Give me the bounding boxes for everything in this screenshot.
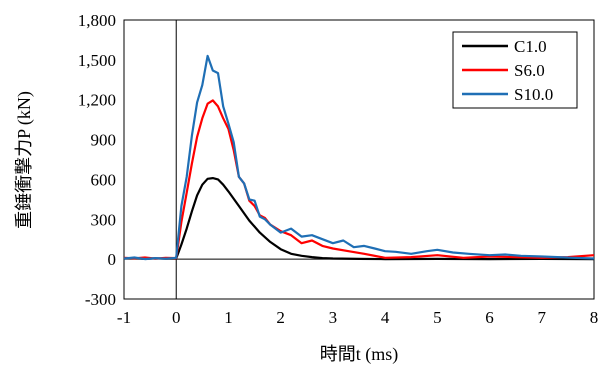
- x-axis-title: 時間t (ms): [320, 344, 399, 365]
- x-tick-label: 8: [590, 308, 599, 327]
- x-tick-label: 5: [433, 308, 442, 327]
- x-axis-ticks: -1 0 1 2 3 4 5 6 7 8: [117, 308, 598, 327]
- legend-label: S6.0: [514, 61, 545, 80]
- y-tick-label: 600: [91, 170, 117, 189]
- legend-items: C1.0 S6.0 S10.0: [462, 37, 553, 104]
- y-tick-label: 0: [108, 250, 117, 269]
- y-tick-label: 1,800: [78, 11, 116, 30]
- legend-label: S10.0: [514, 85, 553, 104]
- x-tick-label: 4: [381, 308, 390, 327]
- y-axis-ticks: -300 0 300 600 900 1,200 1,500 1,800: [78, 11, 116, 309]
- x-tick-label: -1: [117, 308, 131, 327]
- x-tick-label: 0: [172, 308, 181, 327]
- series-line-s6-0: [123, 99, 595, 260]
- y-tick-label: 1,200: [78, 91, 116, 110]
- x-tick-label: 7: [538, 308, 547, 327]
- y-tick-label: 900: [91, 131, 117, 150]
- y-tick-label: 1,500: [78, 51, 116, 70]
- series-line-s10-0: [123, 54, 595, 261]
- x-tick-label: 6: [485, 308, 494, 327]
- x-tick-label: 3: [329, 308, 338, 327]
- series-lines: [123, 54, 595, 261]
- y-tick-label: 300: [91, 210, 117, 229]
- x-tick-label: 1: [224, 308, 233, 327]
- legend: C1.0 S6.0 S10.0: [452, 31, 578, 109]
- legend-label: C1.0: [514, 37, 547, 56]
- y-tick-label: -300: [85, 290, 116, 309]
- y-axis-title: 重錘衝撃力P (kN): [14, 91, 35, 229]
- x-tick-label: 2: [276, 308, 285, 327]
